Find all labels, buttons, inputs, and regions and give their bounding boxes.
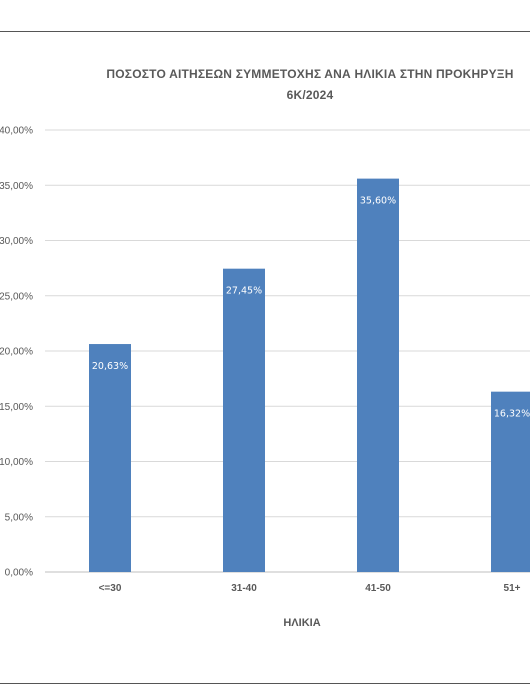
gridlines — [45, 129, 530, 573]
y-tick-label: 10,00% — [0, 457, 33, 468]
chart-title-line1: ΠΟΣΟΣΤΟ ΑΙΤΗΣΕΩΝ ΣΥΜΜΕΤΟΧΗΣ ΑΝΑ ΗΛΙΚΙΑ Σ… — [106, 67, 514, 81]
y-tick-label: 15,00% — [0, 402, 33, 413]
frame-bottom-border — [0, 683, 530, 684]
y-tick-label: 20,00% — [0, 347, 33, 358]
x-category-label: 51+ — [504, 583, 521, 594]
data-label: 16,32% — [494, 409, 530, 420]
bar — [89, 344, 131, 572]
frame-top-border — [0, 31, 530, 32]
x-category-label: 31-40 — [231, 583, 257, 594]
x-category-label: 41-50 — [365, 583, 391, 594]
data-labels: 20,63% 27,45% 35,60% 16,32% — [92, 196, 530, 420]
bar — [357, 178, 399, 572]
x-category-label: <=30 — [99, 583, 122, 594]
y-tick-label: 40,00% — [0, 126, 33, 137]
data-label: 20,63% — [92, 361, 128, 372]
data-label: 27,45% — [226, 286, 262, 297]
bar — [491, 391, 530, 572]
x-axis-category-labels: <=30 31-40 41-50 51+ — [99, 583, 521, 594]
bars — [89, 178, 530, 572]
y-tick-label: 0,00% — [5, 568, 33, 579]
bar — [223, 268, 265, 572]
data-label: 35,60% — [360, 196, 396, 207]
y-tick-label: 30,00% — [0, 236, 33, 247]
x-axis-title: ΗΛΙΚΙΑ — [283, 617, 320, 629]
y-tick-label: 35,00% — [0, 181, 33, 192]
y-tick-label: 5,00% — [5, 512, 33, 523]
chart-title-line2: 6Κ/2024 — [286, 88, 334, 102]
y-axis-tick-labels: 0,00% 5,00% 10,00% 15,00% 20,00% 25,00% 30,00%… — [0, 126, 33, 579]
y-tick-label: 25,00% — [0, 291, 33, 302]
